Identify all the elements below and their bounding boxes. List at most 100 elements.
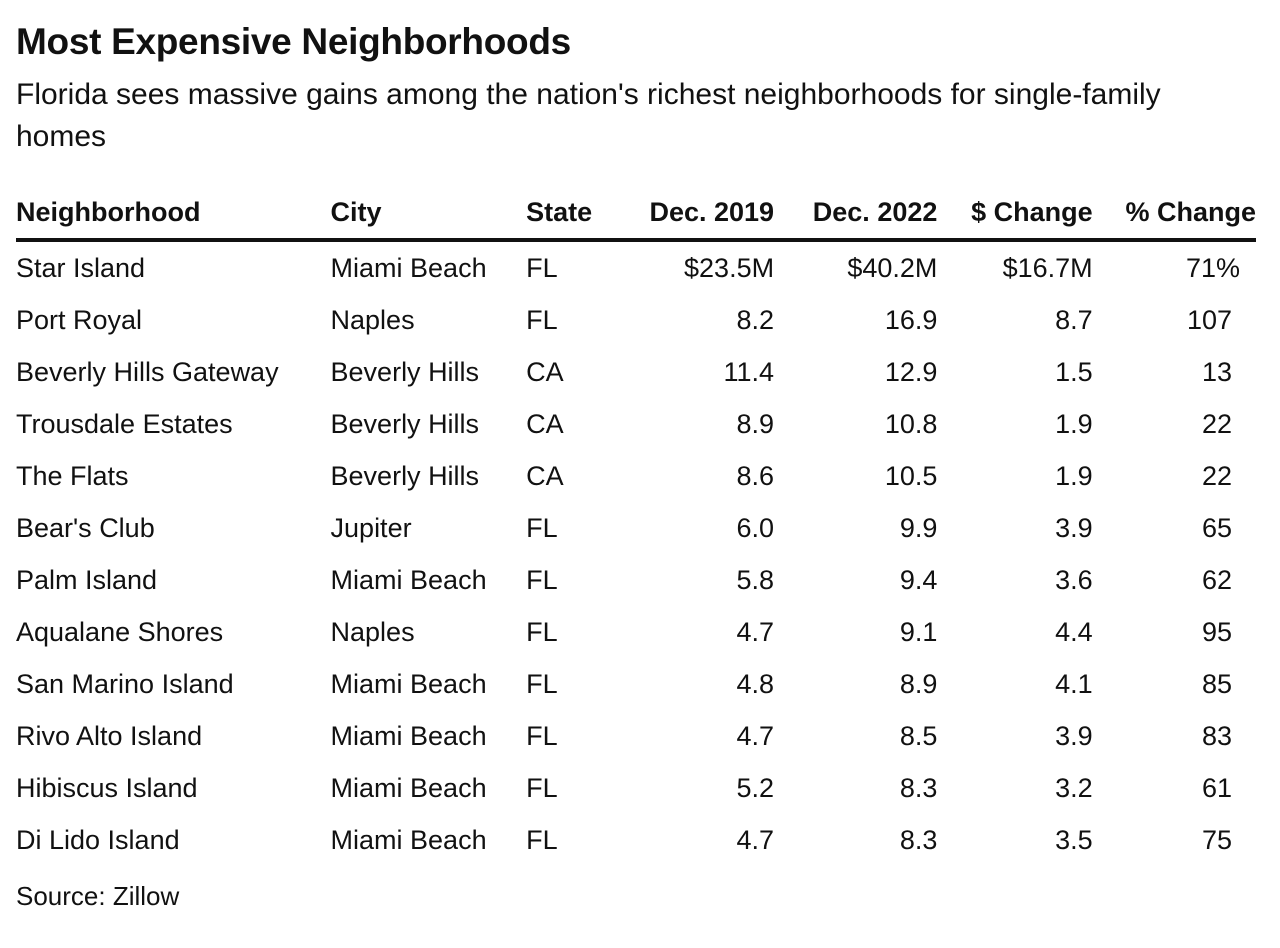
table-header-row: Neighborhood City State Dec. 2019 Dec. 2… xyxy=(16,186,1256,242)
cell-dec-2022: 8.3 xyxy=(899,772,938,803)
cell-dollar-change: 3.9 xyxy=(1055,512,1093,543)
cell-dec-2022: 8.5 xyxy=(899,720,938,751)
cell-percent-change: 107 xyxy=(1186,304,1232,335)
table-row: Rivo Alto Island Miami Beach FL 4.7 8.5 3.9 83 xyxy=(16,710,1256,762)
column-header-dollar-change: $ Change xyxy=(937,186,1093,242)
cell-dec-2022: $40.2M xyxy=(847,252,938,283)
cell-dollar-change: 1.9 xyxy=(1055,460,1093,491)
cell-state: FL xyxy=(526,252,558,283)
table-row: Bear's Club Jupiter FL 6.0 9.9 3.9 65 xyxy=(16,502,1256,554)
chart-subtitle: Florida sees massive gains among the nat… xyxy=(16,78,1161,153)
cell-neighborhood: Bear's Club xyxy=(16,512,155,543)
column-header-city: City xyxy=(330,186,527,242)
cell-dec-2019: $23.5M xyxy=(684,252,775,283)
cell-dollar-change: $16.7M xyxy=(1002,252,1093,283)
cell-dec-2019: 4.7 xyxy=(736,720,775,751)
cell-city: Naples xyxy=(330,304,415,335)
cell-dollar-change: 8.7 xyxy=(1055,304,1093,335)
cell-dec-2022: 12.9 xyxy=(884,356,938,387)
cell-dec-2019: 5.8 xyxy=(736,564,775,595)
table-row: Aqualane Shores Naples FL 4.7 9.1 4.4 95 xyxy=(16,606,1256,658)
table-row: The Flats Beverly Hills CA 8.6 10.5 1.9 22 xyxy=(16,450,1256,502)
cell-neighborhood: Hibiscus Island xyxy=(16,772,198,803)
cell-dollar-change: 3.2 xyxy=(1055,772,1093,803)
cell-percent-change: 13 xyxy=(1201,356,1232,387)
cell-dec-2019: 8.2 xyxy=(736,304,775,335)
table-row: Hibiscus Island Miami Beach FL 5.2 8.3 3.2 61 xyxy=(16,762,1256,814)
cell-state: FL xyxy=(526,772,558,803)
cell-dec-2022: 16.9 xyxy=(884,304,938,335)
cell-dec-2022: 10.5 xyxy=(884,460,938,491)
cell-percent-change: 75 xyxy=(1201,824,1232,855)
cell-dec-2019: 4.8 xyxy=(736,668,775,699)
cell-percent-change: 95 xyxy=(1201,616,1232,647)
cell-dec-2019: 4.7 xyxy=(736,616,775,647)
cell-dec-2019: 4.7 xyxy=(736,824,775,855)
cell-percent-change: 65 xyxy=(1201,512,1232,543)
cell-dec-2019: 5.2 xyxy=(736,772,775,803)
column-header-state: State xyxy=(526,186,619,242)
table-row: Di Lido Island Miami Beach FL 4.7 8.3 3.5 75 xyxy=(16,814,1256,866)
cell-neighborhood: The Flats xyxy=(16,460,129,491)
cell-city: Miami Beach xyxy=(330,668,487,699)
cell-percent-change: 22 xyxy=(1201,408,1232,439)
cell-dec-2019: 8.6 xyxy=(736,460,775,491)
cell-state: FL xyxy=(526,564,558,595)
cell-state: FL xyxy=(526,720,558,751)
cell-neighborhood: Beverly Hills Gateway xyxy=(16,356,279,387)
table-row: Palm Island Miami Beach FL 5.8 9.4 3.6 62 xyxy=(16,554,1256,606)
cell-dec-2022: 9.9 xyxy=(899,512,938,543)
column-header-percent-change: % Change xyxy=(1092,186,1256,242)
cell-dollar-change: 3.5 xyxy=(1055,824,1093,855)
cell-percent-change: 83 xyxy=(1201,720,1232,751)
table-row: San Marino Island Miami Beach FL 4.8 8.9 4.1 8… xyxy=(16,658,1256,710)
cell-neighborhood: San Marino Island xyxy=(16,668,234,699)
cell-dollar-change: 1.5 xyxy=(1055,356,1093,387)
cell-neighborhood: Rivo Alto Island xyxy=(16,720,203,751)
cell-city: Beverly Hills xyxy=(330,356,480,387)
cell-state: FL xyxy=(526,512,558,543)
column-header-neighborhood: Neighborhood xyxy=(16,186,331,242)
cell-percent-change: 22 xyxy=(1201,460,1232,491)
cell-city: Jupiter xyxy=(330,512,412,543)
cell-dollar-change: 4.4 xyxy=(1055,616,1093,647)
cell-dec-2022: 9.1 xyxy=(899,616,938,647)
cell-dollar-change: 3.6 xyxy=(1055,564,1093,595)
cell-state: FL xyxy=(526,616,558,647)
cell-city: Miami Beach xyxy=(330,824,487,855)
cell-neighborhood: Star Island xyxy=(16,252,146,283)
cell-dollar-change: 3.9 xyxy=(1055,720,1093,751)
cell-state: FL xyxy=(526,824,558,855)
cell-dec-2022: 9.4 xyxy=(899,564,938,595)
cell-city: Beverly Hills xyxy=(330,408,480,439)
source-note: Source: Zillow xyxy=(16,881,180,911)
cell-state: FL xyxy=(526,668,558,699)
cell-city: Miami Beach xyxy=(330,720,487,751)
cell-dec-2022: 10.8 xyxy=(884,408,938,439)
cell-dollar-change: 1.9 xyxy=(1055,408,1093,439)
column-header-dec-2019: Dec. 2019 xyxy=(618,186,775,242)
cell-dec-2022: 8.9 xyxy=(899,668,938,699)
cell-neighborhood: Port Royal xyxy=(16,304,143,335)
cell-state: CA xyxy=(526,408,564,439)
cell-percent-change: 85 xyxy=(1201,668,1232,699)
cell-dec-2019: 8.9 xyxy=(736,408,775,439)
table-row: Star Island Miami Beach FL $23.5M $40.2M $16.… xyxy=(16,240,1256,294)
cell-neighborhood: Palm Island xyxy=(16,564,158,595)
cell-state: CA xyxy=(526,356,564,387)
cell-city: Miami Beach xyxy=(330,772,487,803)
table-body: Star Island Miami Beach FL $23.5M $40.2M $16.… xyxy=(16,240,1256,866)
cell-dec-2019: 6.0 xyxy=(736,512,775,543)
cell-neighborhood: Trousdale Estates xyxy=(16,408,233,439)
chart-title: Most Expensive Neighborhoods xyxy=(16,21,571,62)
cell-percent-change: 62 xyxy=(1201,564,1232,595)
cell-state: CA xyxy=(526,460,564,491)
cell-state: FL xyxy=(526,304,558,335)
cell-percent-change: 61 xyxy=(1201,772,1232,803)
cell-dollar-change: 4.1 xyxy=(1055,668,1093,699)
cell-city: Miami Beach xyxy=(330,564,487,595)
table-row: Beverly Hills Gateway Beverly Hills CA 11.4… xyxy=(16,346,1256,398)
neighborhood-table: Neighborhood City State Dec. 2019 Dec. 2… xyxy=(16,186,1256,866)
table-row: Port Royal Naples FL 8.2 16.9 8.7 107 xyxy=(16,294,1256,346)
cell-dec-2019: 11.4 xyxy=(723,356,775,387)
